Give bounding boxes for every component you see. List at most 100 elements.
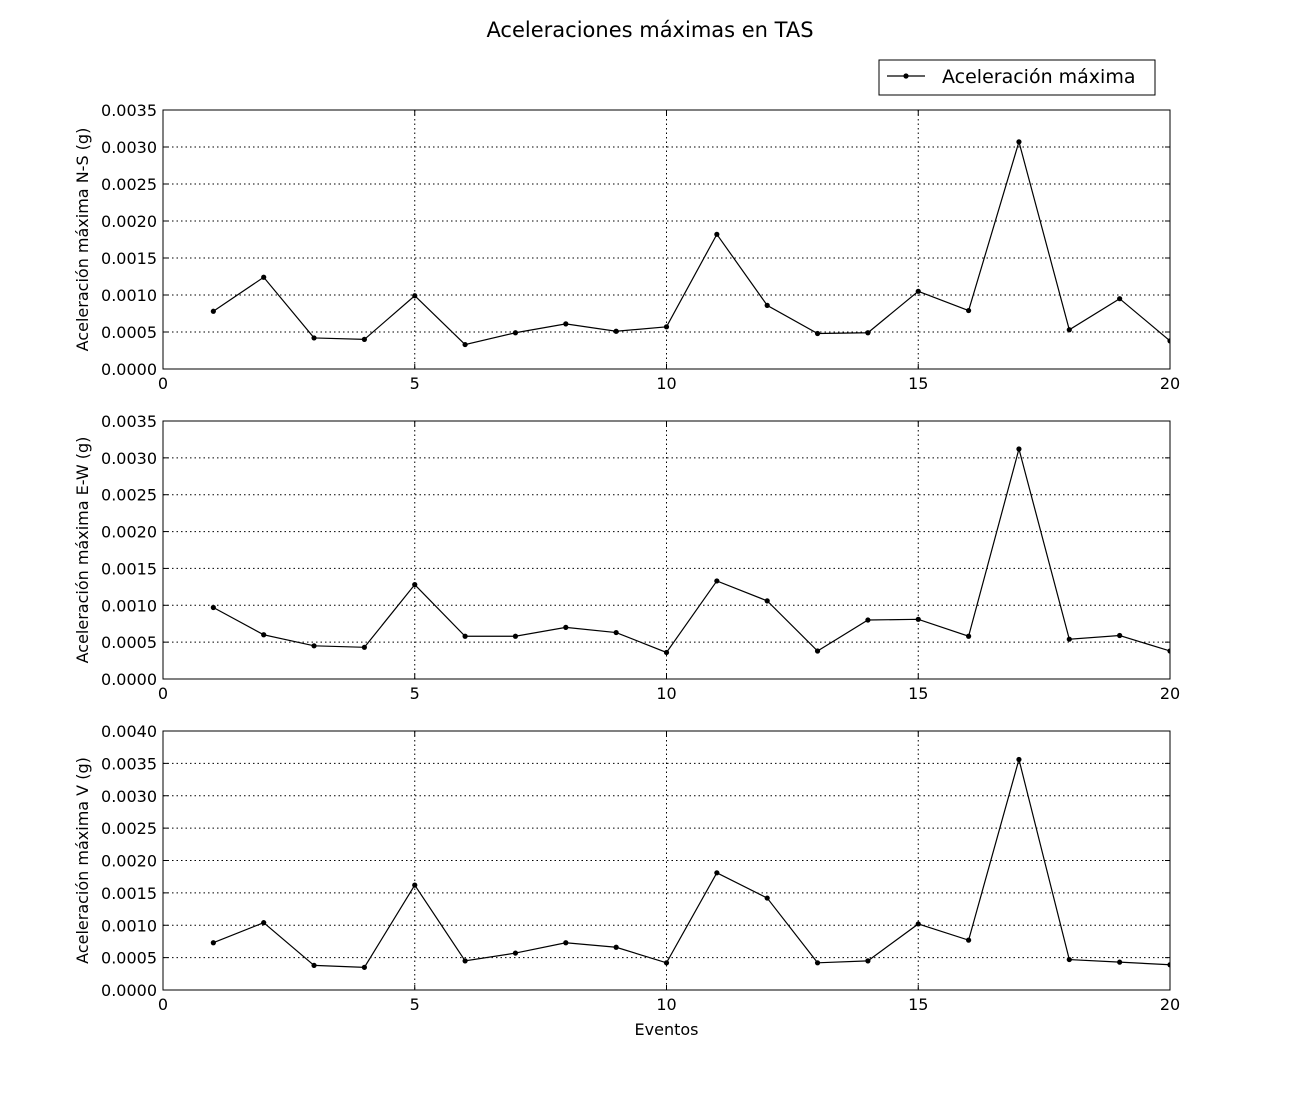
series-2: [210, 446, 1170, 656]
data-point: [311, 335, 317, 341]
y-tick-label: 0.0020: [101, 523, 157, 542]
data-point: [412, 882, 418, 888]
y-tick-label: 0.0035: [101, 101, 157, 120]
data-point: [613, 629, 619, 636]
subplot-panels: 0 5 10 15 20 0.0000 0.0005 0.0010 0.0015 0.0020 0.…: [73, 101, 1180, 1039]
y-tick-label: 0.0005: [101, 949, 157, 968]
data-point: [261, 920, 267, 926]
series-line: [213, 446, 1170, 654]
data-point: [1066, 956, 1072, 963]
data-point: [814, 960, 821, 966]
data-point: [865, 330, 871, 336]
y-tick-label: 0.0030: [101, 449, 157, 468]
data-point: [462, 341, 468, 348]
y-tick-label: 0.0015: [101, 249, 157, 268]
x-tick-label: 10: [656, 995, 676, 1014]
x-axis-label: Eventos: [635, 1020, 699, 1039]
y-axis-label: Aceleración máxima E-W (g): [73, 437, 92, 664]
x-tick-label: 0: [158, 684, 168, 703]
subplot-1: 0 5 10 15 20 0.0000 0.0005 0.0010 0.0015 0.0020 0.…: [73, 101, 1180, 393]
data-point: [361, 336, 367, 342]
data-point: [613, 944, 619, 950]
x-tick-label: 15: [908, 374, 928, 393]
y-tick-label: 0.0000: [101, 981, 157, 1000]
series-1: [210, 139, 1170, 348]
y-axis-label: Aceleración máxima V (g): [73, 757, 92, 964]
x-tick-label: 10: [656, 684, 676, 703]
data-point: [311, 962, 317, 968]
y-tick-label: 0.0030: [101, 787, 157, 806]
x-tick-label: 5: [410, 995, 420, 1014]
plot-frame: [162, 109, 1171, 370]
legend: Aceleración máxima: [878, 59, 1156, 96]
legend-label: Aceleración máxima: [942, 66, 1135, 88]
data-point: [512, 950, 519, 956]
y-tick-label: 0.0015: [101, 884, 157, 903]
data-point: [1167, 338, 1170, 344]
data-point: [966, 307, 972, 314]
data-point: [361, 964, 367, 970]
data-point: [663, 649, 670, 656]
x-tick-label: 20: [1160, 374, 1180, 393]
y-tick-label: 0.0020: [101, 212, 157, 231]
data-point: [512, 330, 519, 336]
data-point: [714, 870, 720, 876]
y-tick-label: 0.0010: [101, 596, 157, 615]
series-line: [213, 757, 1170, 968]
data-point: [966, 633, 972, 639]
y-axis-label: Aceleración máxima N-S (g): [73, 128, 92, 352]
data-point: [915, 288, 921, 294]
data-point: [412, 582, 418, 588]
data-point: [814, 330, 821, 337]
data-point: [714, 578, 720, 584]
y-tick-label: 0.0005: [101, 633, 157, 652]
x-tick-label: 5: [410, 374, 420, 393]
data-point: [563, 321, 569, 327]
data-point: [814, 648, 821, 654]
legend-box: [878, 59, 1156, 96]
data-point: [210, 604, 216, 611]
x-tick-label: 5: [410, 684, 420, 703]
data-point: [1066, 327, 1072, 333]
x-tick-label: 10: [656, 374, 676, 393]
y-tick-label: 0.0025: [101, 175, 157, 194]
data-point: [261, 274, 267, 280]
data-point: [311, 643, 317, 649]
data-point: [462, 958, 468, 964]
data-point: [915, 921, 921, 927]
x-tick-label: 15: [908, 995, 928, 1014]
data-point: [563, 624, 569, 631]
data-point: [714, 231, 720, 237]
y-tick-label: 0.0025: [101, 819, 157, 838]
y-tick-label: 0.0020: [101, 852, 157, 871]
data-point: [412, 293, 418, 299]
data-point: [1117, 632, 1123, 639]
x-tick-label: 0: [158, 374, 168, 393]
data-point: [1117, 296, 1123, 302]
data-point: [361, 644, 367, 650]
data-point: [1167, 962, 1170, 968]
data-point: [764, 302, 770, 308]
x-tick-label: 15: [908, 684, 928, 703]
data-point: [663, 324, 670, 330]
data-point: [210, 940, 216, 946]
data-point: [462, 633, 468, 639]
x-tick-label: 0: [158, 995, 168, 1014]
data-point: [663, 960, 670, 966]
x-tick-label: 20: [1160, 684, 1180, 703]
data-point: [613, 328, 619, 334]
y-tick-label: 0.0010: [101, 916, 157, 935]
data-point: [1117, 959, 1123, 965]
subplot-3: 0 5 10 15 20 0.0000 0.0005 0.0010 0.0015 0.0020 0.…: [73, 722, 1180, 1039]
data-point: [1016, 756, 1022, 763]
data-point: [915, 616, 921, 622]
subplot-2: 0 5 10 15 20 0.0000 0.0005 0.0010 0.0015 0.0020 0.…: [73, 412, 1180, 703]
y-tick-label: 0.0010: [101, 286, 157, 305]
y-tick-label: 0.0040: [101, 722, 157, 741]
series-line: [213, 139, 1170, 346]
y-tick-label: 0.0035: [101, 754, 157, 773]
data-point: [764, 598, 770, 604]
y-tick-label: 0.0035: [101, 412, 157, 431]
plot-frame: [162, 730, 1171, 991]
